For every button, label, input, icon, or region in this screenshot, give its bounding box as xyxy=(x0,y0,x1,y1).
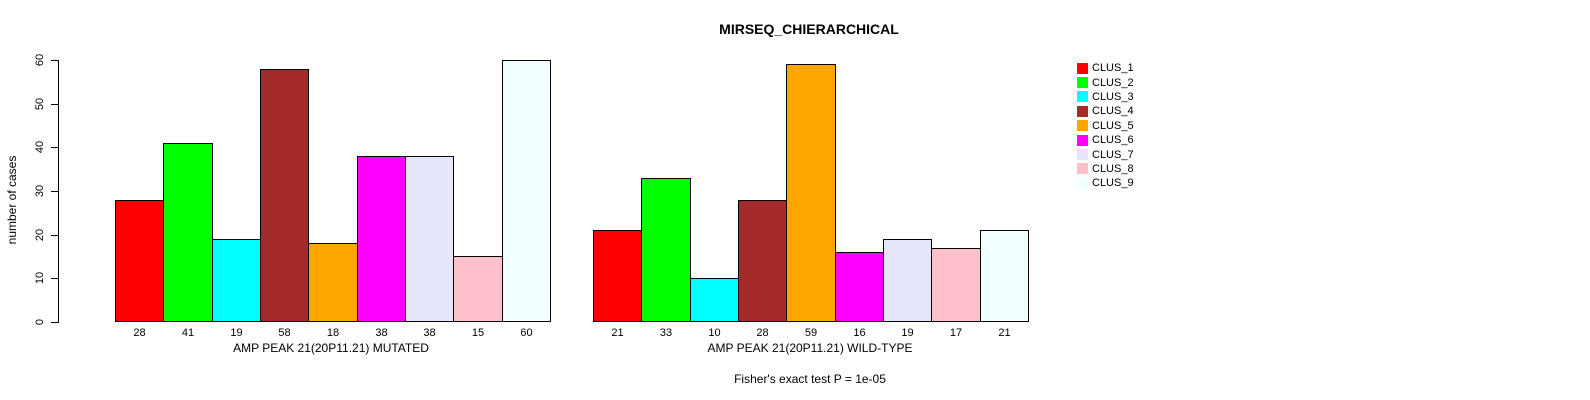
legend-item: CLUS_9 xyxy=(1077,176,1134,190)
bar-clus_3 xyxy=(690,278,739,322)
bar-clus_2 xyxy=(641,178,691,322)
legend-swatch xyxy=(1077,105,1088,117)
bar-clus_9 xyxy=(980,230,1029,322)
y-tick-label: 50 xyxy=(34,97,46,111)
bar-value-label: 28 xyxy=(133,327,146,339)
legend-item: CLUS_2 xyxy=(1077,75,1134,89)
bar-value-label: 17 xyxy=(949,327,963,339)
bar-value-label: 10 xyxy=(708,327,721,339)
bar-value-label: 19 xyxy=(901,327,914,339)
bar-value-label: 28 xyxy=(756,327,769,339)
bar-value-label: 38 xyxy=(423,327,436,339)
legend-item: CLUS_6 xyxy=(1077,133,1134,147)
legend-label: CLUS_1 xyxy=(1092,62,1134,75)
bar-clus_1 xyxy=(115,200,164,322)
bar-clus_9 xyxy=(502,60,551,322)
legend-item: CLUS_3 xyxy=(1077,90,1134,104)
bar-clus_5 xyxy=(308,243,358,322)
legend-label: CLUS_9 xyxy=(1092,177,1134,190)
bar-clus_7 xyxy=(883,239,932,322)
legend-swatch xyxy=(1077,163,1088,175)
y-tick-label: 0 xyxy=(34,318,46,326)
legend: CLUS_1 CLUS_2 CLUS_3 CLUS_4 CLUS_5 CLUS_6 CLUS… xyxy=(1077,61,1134,191)
y-axis-tick xyxy=(51,60,59,61)
y-tick-label: 10 xyxy=(34,271,46,285)
bar-value-label: 21 xyxy=(998,327,1011,339)
legend-item: CLUS_5 xyxy=(1077,119,1134,133)
y-axis-tick xyxy=(51,235,59,236)
xlabel-wildtype: AMP PEAK 21(20P11.21) WILD-TYPE xyxy=(707,341,913,355)
y-axis-tick xyxy=(51,104,59,105)
y-tick-label: 60 xyxy=(34,53,46,67)
bar-clus_5 xyxy=(786,64,836,322)
bar-clus_7 xyxy=(405,156,454,322)
legend-item: CLUS_7 xyxy=(1077,147,1134,161)
legend-item: CLUS_4 xyxy=(1077,104,1134,118)
bar-clus_6 xyxy=(835,252,884,322)
legend-label: CLUS_6 xyxy=(1092,134,1134,147)
bar-value-label: 58 xyxy=(278,327,291,339)
y-tick-label: 30 xyxy=(34,184,46,198)
legend-swatch xyxy=(1077,77,1088,89)
bar-value-label: 19 xyxy=(230,327,243,339)
legend-item: CLUS_1 xyxy=(1077,61,1134,75)
legend-label: CLUS_7 xyxy=(1092,148,1134,161)
bar-value-label: 38 xyxy=(375,327,388,339)
bar-clus_1 xyxy=(593,230,642,322)
legend-label: CLUS_2 xyxy=(1092,76,1134,89)
bar-clus_8 xyxy=(453,256,503,322)
bar-clus_6 xyxy=(357,156,406,322)
y-tick-label: 40 xyxy=(34,140,46,154)
legend-item: CLUS_8 xyxy=(1077,162,1134,176)
bar-value-label: 16 xyxy=(853,327,866,339)
legend-label: CLUS_8 xyxy=(1092,162,1134,175)
xlabel-mutated: AMP PEAK 21(20P11.21) MUTATED xyxy=(233,341,429,355)
bar-value-label: 60 xyxy=(520,327,533,339)
bar-clus_3 xyxy=(212,239,261,322)
legend-label: CLUS_4 xyxy=(1092,105,1134,118)
chart-title: MIRSEQ_CHIERARCHICAL xyxy=(719,21,899,37)
legend-swatch xyxy=(1077,120,1088,132)
bar-value-label: 21 xyxy=(611,327,624,339)
bar-clus_8 xyxy=(931,248,981,322)
bar-clus_4 xyxy=(260,69,309,322)
bar-clus_2 xyxy=(163,143,213,322)
y-tick-label: 20 xyxy=(34,228,46,242)
y-axis-tick xyxy=(51,191,59,192)
bar-value-label: 15 xyxy=(471,327,485,339)
bar-value-label: 18 xyxy=(326,327,340,339)
y-axis-tick xyxy=(51,147,59,148)
legend-swatch xyxy=(1077,177,1088,189)
legend-swatch xyxy=(1077,149,1088,161)
legend-swatch xyxy=(1077,91,1088,103)
fisher-test-note: Fisher's exact test P = 1e-05 xyxy=(734,372,886,386)
bar-value-label: 59 xyxy=(804,327,818,339)
legend-swatch xyxy=(1077,62,1088,74)
bar-clus_4 xyxy=(738,200,787,322)
legend-label: CLUS_5 xyxy=(1092,119,1134,132)
legend-swatch xyxy=(1077,134,1088,146)
y-axis-tick xyxy=(51,322,59,323)
legend-label: CLUS_3 xyxy=(1092,90,1134,103)
bar-value-label: 33 xyxy=(659,327,673,339)
y-axis-tick xyxy=(51,278,59,279)
bar-value-label: 41 xyxy=(181,327,195,339)
